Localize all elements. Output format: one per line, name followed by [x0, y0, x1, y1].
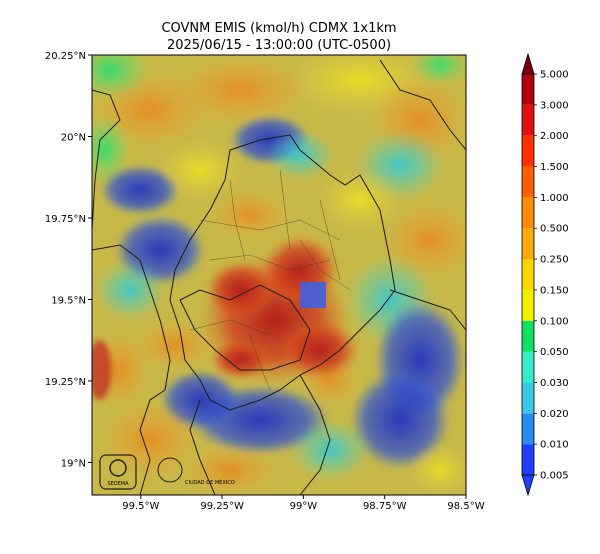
lat-tick-label: 19.75°N: [45, 214, 86, 225]
colorbar-frame: [521, 73, 535, 476]
colorbar-level-label: 0.005: [540, 471, 569, 482]
colorbar-level-label: 3.000: [540, 100, 569, 111]
colorbar-segment: [522, 413, 534, 445]
lon-tick-label: 98.75°W: [363, 501, 407, 512]
colorbar: 0.005 0.010 0.020 0.030 0.050 0.100 0.150 0.250…: [521, 52, 569, 497]
colorbar-level-label: 0.010: [540, 440, 569, 451]
lat-tick-label: 19.25°N: [45, 377, 86, 388]
map-title: COVNM EMIS (kmol/h) CDMX 1x1km: [161, 21, 396, 36]
colorbar-level-label: 2.000: [540, 131, 569, 142]
lon-tick-label: 98.5°W: [447, 501, 484, 512]
colorbar-level-label: 0.250: [540, 255, 569, 266]
colorbar-level-label: 0.100: [540, 316, 569, 327]
cdmx-logo-text: CIUDAD DE MÉXICO: [185, 478, 235, 486]
latitude-axis: 20.25°N 20°N 19.75°N 19.5°N 19.25°N 19°N: [45, 51, 92, 469]
colorbar-segment: [522, 259, 534, 290]
colorbar-min-arrow: [521, 474, 535, 497]
lat-tick-label: 20°N: [61, 132, 86, 143]
colorbar-segment: [522, 351, 534, 383]
colorbar-segment: [522, 135, 534, 167]
colorbar-segment: [522, 74, 534, 105]
lat-tick-label: 20.25°N: [45, 51, 86, 62]
colorbar-segment: [522, 382, 534, 414]
colorbar-level-label: 0.050: [540, 347, 569, 358]
colorbar-segment: [522, 289, 534, 321]
sedema-logo: SEDEMA: [99, 454, 137, 490]
colorbar-segment: [522, 197, 534, 229]
cdmx-logo: CIUDAD DE MÉXICO: [157, 457, 235, 486]
colorbar-level-label: 1.000: [540, 193, 569, 204]
colorbar-segment: [522, 228, 534, 260]
colorbar-level-label: 0.030: [540, 378, 569, 389]
sedema-logo-text: SEDEMA: [107, 481, 129, 487]
colorbar-segment: [522, 104, 534, 136]
lon-tick-label: 99°W: [290, 501, 318, 512]
lat-tick-label: 19°N: [61, 458, 86, 469]
map-frame: [91, 54, 467, 496]
colorbar-segment: [522, 320, 534, 352]
colorbar-level-label: 0.150: [540, 285, 569, 296]
colorbar-level-label: 0.500: [540, 224, 569, 235]
colorbar-level-label: 5.000: [540, 70, 569, 81]
lat-tick-label: 19.5°N: [51, 295, 86, 306]
emission-field: SEDEMA CIUDAD DE MÉXICO: [92, 55, 466, 495]
colorbar-max-arrow: [521, 52, 535, 75]
colorbar-segment: [522, 166, 534, 198]
colorbar-level-label: 1.500: [540, 162, 569, 173]
lon-tick-label: 99.5°W: [122, 501, 159, 512]
colorbar-segment: [522, 444, 534, 475]
colorbar-level-label: 0.020: [540, 409, 569, 420]
lon-tick-label: 99.25°W: [200, 501, 244, 512]
longitude-axis: 99.5°W 99.25°W 99°W 98.75°W 98.5°W: [122, 495, 485, 512]
map-subtitle: 2025/06/15 - 13:00:00 (UTC-0500): [167, 38, 391, 53]
